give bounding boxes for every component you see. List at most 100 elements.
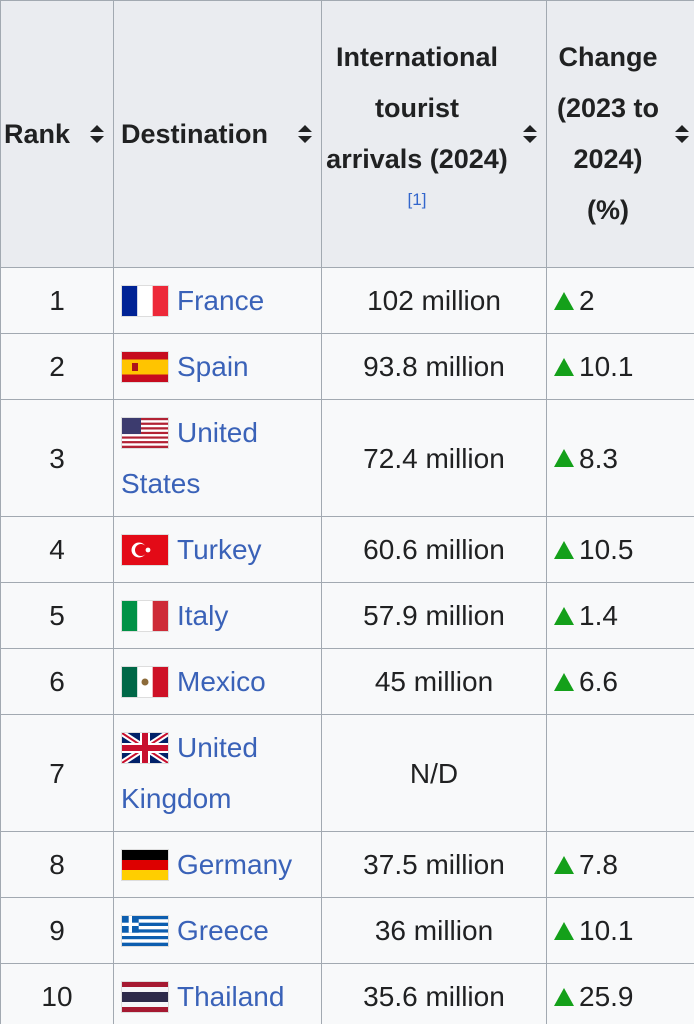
increase-icon	[554, 540, 574, 559]
header-cell[interactable]: International tourist arrivals (2024) [1]	[321, 0, 547, 268]
sort-icon	[298, 125, 312, 143]
country-link[interactable]: United States	[121, 417, 258, 499]
country-link[interactable]: Italy	[177, 600, 229, 631]
flag-shape	[122, 442, 168, 446]
flag-shape	[122, 859, 168, 870]
flag-icon	[120, 730, 170, 766]
flag-shape	[145, 547, 151, 553]
flag-shape	[122, 869, 168, 880]
table-row: 5 Italy 57.9 million 1.4	[0, 582, 694, 649]
flag-shape	[122, 422, 168, 425]
country-link[interactable]: Thailand	[177, 981, 285, 1012]
destination-cell: Italy	[113, 582, 322, 649]
flag-shape	[152, 285, 168, 316]
flag-shape	[122, 942, 168, 946]
flag-icon	[121, 914, 169, 947]
increase-triangle	[554, 606, 574, 625]
rank-cell: 7	[0, 714, 114, 832]
flag-icon	[121, 848, 169, 881]
arrivals-cell: 37.5 million	[321, 831, 547, 898]
header-cell[interactable]: Change (2023 to 2024) (%)	[546, 0, 694, 268]
flag-shape	[137, 600, 153, 631]
flag-icon	[121, 980, 169, 1013]
change-value: 2	[579, 285, 595, 316]
header-cell[interactable]: Destination	[113, 0, 322, 268]
sort-icon	[523, 125, 537, 143]
change-cell: 6.6	[546, 648, 694, 715]
flag-shape	[122, 922, 168, 926]
arrivals-cell: 102 million	[321, 267, 547, 334]
increase-icon	[554, 449, 574, 468]
arrivals-cell: N/D	[321, 714, 547, 832]
country-link[interactable]: Mexico	[177, 666, 266, 697]
reference[interactable]: [1]	[407, 190, 427, 209]
arrivals-cell: 57.9 million	[321, 582, 547, 649]
flag-shape	[122, 666, 138, 697]
flag-shape	[122, 445, 168, 448]
destination-cell: United Kingdom	[113, 714, 322, 832]
destination-cell: Spain	[113, 333, 322, 400]
country-link[interactable]: Greece	[177, 915, 269, 946]
flag-icon	[121, 599, 169, 632]
destination-cell: Greece	[113, 897, 322, 964]
flag-shape	[122, 436, 168, 439]
country-link[interactable]: Spain	[177, 351, 249, 382]
destination-cell: Mexico	[113, 648, 322, 715]
flag-shape	[122, 424, 168, 427]
flag-icon	[121, 665, 169, 698]
flag-shape	[135, 543, 147, 556]
flag-shape	[122, 440, 168, 443]
sort-icon	[675, 125, 689, 143]
table-body: 1 France 102 million 2 2 Spain 93.8 million 10.…	[0, 267, 694, 1024]
country-link[interactable]: France	[177, 285, 265, 316]
change-value: 10.1	[579, 915, 634, 946]
increase-triangle	[554, 855, 574, 874]
arrivals-cell: 72.4 million	[321, 399, 547, 517]
destination-cell: Turkey	[113, 516, 322, 583]
header-text: Destination	[121, 118, 269, 149]
flag-shape	[122, 732, 168, 763]
rank-cell: 6	[0, 648, 114, 715]
table-row: 1 France 102 million 2	[0, 267, 694, 334]
flag-icon	[121, 533, 169, 566]
change-value: 7.8	[579, 849, 618, 880]
header-text: Rank	[4, 118, 71, 149]
flag-shape	[122, 925, 168, 929]
change-value: 10.5	[579, 534, 634, 565]
flag-icon	[121, 416, 169, 449]
header-row: Rank Destination International tourist a…	[0, 0, 694, 268]
header-cell[interactable]: Rank	[0, 0, 114, 268]
rank-cell: 10	[0, 963, 114, 1024]
rank-cell: 9	[0, 897, 114, 964]
country-link[interactable]: United Kingdom	[121, 732, 258, 814]
rank-cell: 3	[0, 399, 114, 517]
flag-shape	[122, 359, 168, 375]
flag-shape	[122, 429, 168, 432]
destination-cell: United States	[113, 399, 322, 517]
flag-shape	[122, 991, 168, 1002]
table-row: 9 Greece 36 million 10.1	[0, 897, 694, 964]
country-link[interactable]: Germany	[177, 849, 293, 880]
sort-icon	[90, 125, 104, 143]
flag-shape	[122, 849, 168, 860]
increase-icon	[554, 921, 574, 940]
change-cell: 8.3	[546, 399, 694, 517]
flag-shape	[152, 600, 168, 631]
arrivals-cell: 60.6 million	[321, 516, 547, 583]
arrivals-cell: 36 million	[321, 897, 547, 964]
increase-icon	[554, 987, 574, 1006]
flag-shape	[122, 431, 168, 434]
country-link[interactable]: Turkey	[177, 534, 262, 565]
arrivals-cell: 93.8 million	[321, 333, 547, 400]
flag-shape	[122, 938, 168, 943]
flag-shape	[141, 678, 149, 686]
flag-shape	[122, 417, 168, 420]
table-row: 10 Thailand 35.6 million 25.9	[0, 963, 694, 1024]
table-row: 4 Turkey 60.6 million 10.5	[0, 516, 694, 583]
change-value: 10.1	[579, 351, 634, 382]
change-value: 8.3	[579, 442, 618, 474]
table-row: 6 Mexico 45 million 6.6	[0, 648, 694, 715]
flag-shape	[122, 419, 168, 423]
increase-icon	[554, 606, 574, 625]
rank-cell: 8	[0, 831, 114, 898]
